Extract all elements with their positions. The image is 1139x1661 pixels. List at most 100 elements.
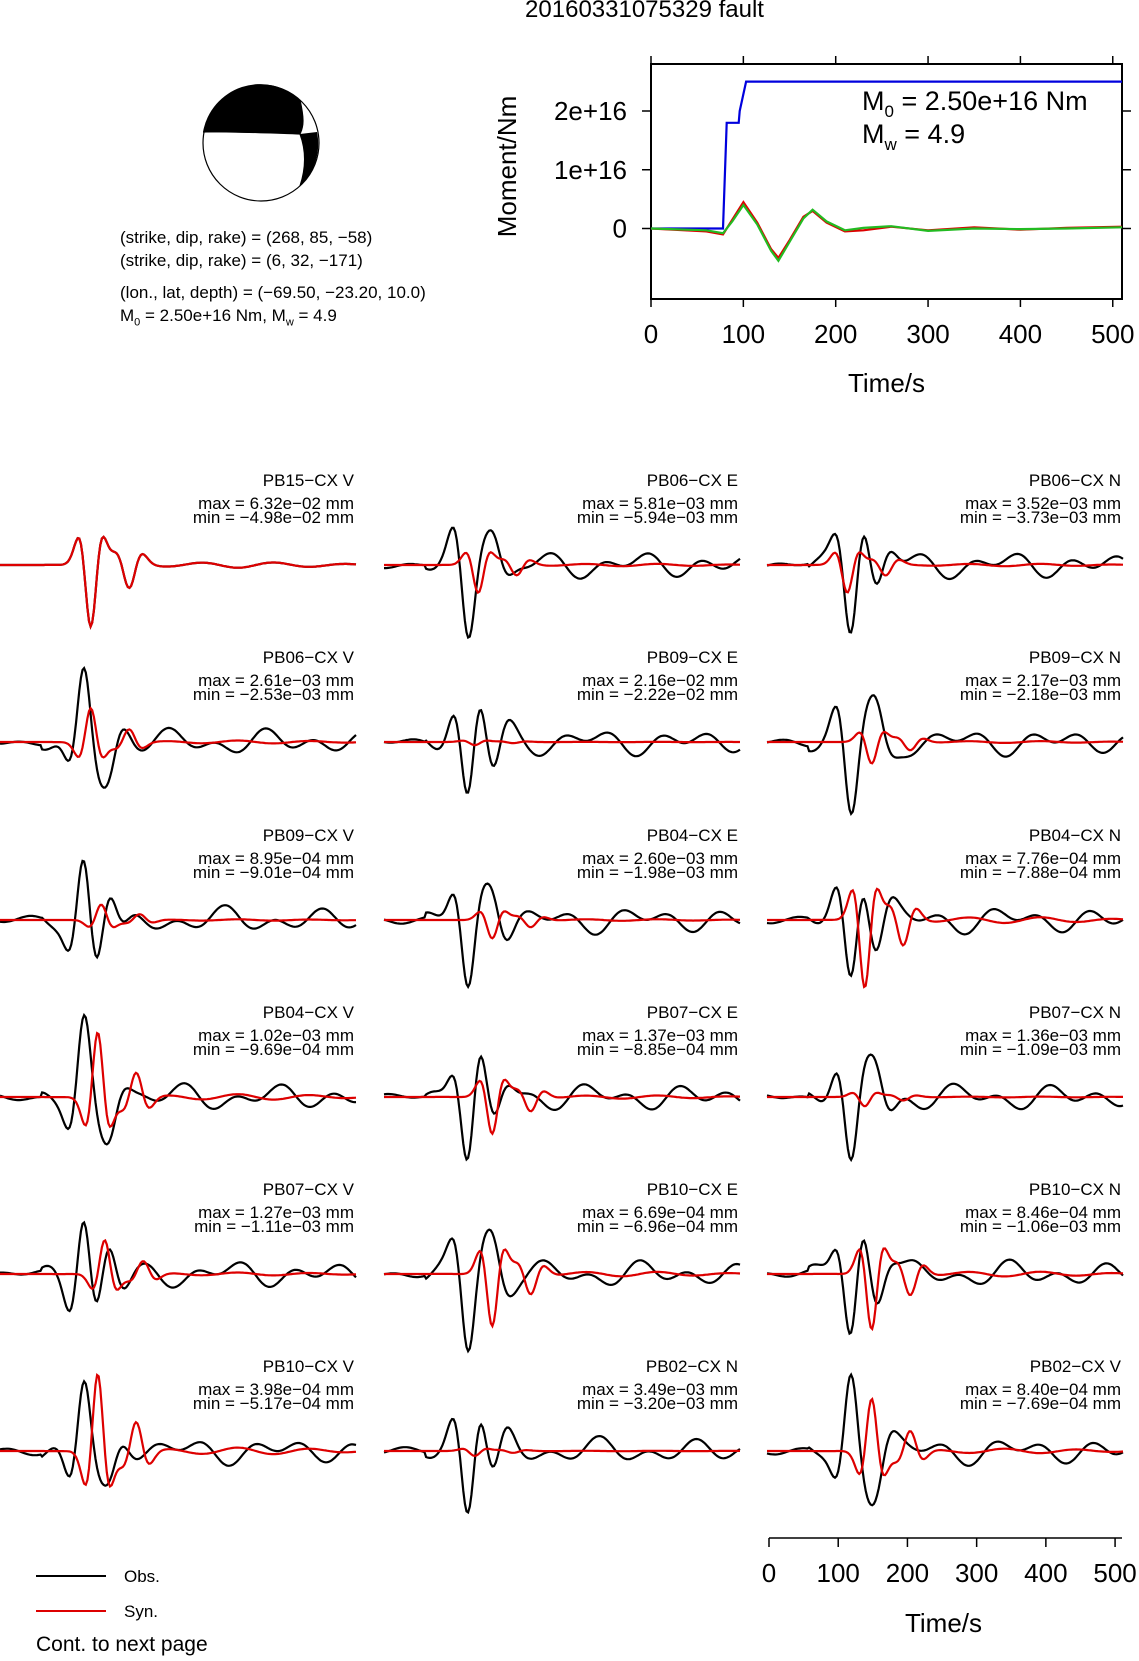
synthetic-trace xyxy=(0,1238,357,1291)
trace-max: max = 3.52e−03 mm xyxy=(965,494,1121,513)
synthetic-trace xyxy=(384,551,740,595)
moment-annotation-m0: M0 = 2.50e+16 Nm xyxy=(862,86,1088,121)
moment-ytick-label: 0 xyxy=(613,214,627,244)
beachball-focal-mechanism xyxy=(202,84,320,202)
moment-rate-plot: 0 100 200 300 400 500 0 1e+16 2e+16 Time/s Moment/… xyxy=(492,56,1134,398)
moment-series-0 xyxy=(651,80,1122,230)
observed-trace xyxy=(384,526,741,640)
trace-min: min = −9.01e−04 mm xyxy=(193,863,354,882)
observed-trace xyxy=(383,882,741,990)
trace-min: min = −3.73e−03 mm xyxy=(960,508,1121,527)
observed-trace xyxy=(383,1054,741,1162)
moment-annotation-mw: Mw = 4.9 xyxy=(862,119,965,154)
synthetic-trace xyxy=(0,535,357,630)
station-name: PB02−CX N xyxy=(646,1357,738,1376)
observed-trace xyxy=(383,1417,741,1515)
continuation-note: Cont. to next page xyxy=(36,1633,208,1656)
wave-xtick-label: 500 xyxy=(1093,1558,1136,1588)
nodal-plane-1: (strike, dip, rake) = (268, 85, −58) xyxy=(120,228,373,247)
observed-trace xyxy=(766,532,1124,634)
trace-min: min = −5.17e−04 mm xyxy=(193,1394,354,1413)
synthetic-trace xyxy=(767,730,1124,765)
wave-xtick-label: 0 xyxy=(762,1558,776,1588)
trace-max: max = 7.76e−04 mm xyxy=(965,849,1121,868)
trace-min: min = −9.69e−04 mm xyxy=(193,1040,354,1059)
station-name: PB09−CX E xyxy=(647,648,738,667)
synthetic-trace xyxy=(0,1031,357,1129)
observed-trace xyxy=(766,694,1124,817)
trace-max: max = 3.49e−03 mm xyxy=(582,1380,738,1399)
moment-xtick-label: 0 xyxy=(644,319,658,349)
wave-xtick-label: 200 xyxy=(886,1558,929,1588)
wave-xlabel: Time/s xyxy=(905,1608,982,1638)
trace-min: min = −8.85e−04 mm xyxy=(577,1040,738,1059)
moment-ytick-label: 2e+16 xyxy=(554,96,627,126)
moment-xlabel: Time/s xyxy=(848,368,925,398)
trace-max: max = 8.46e−04 mm xyxy=(965,1203,1121,1222)
trace-max: max = 5.81e−03 mm xyxy=(582,494,738,513)
station-name: PB06−CX N xyxy=(1029,471,1121,490)
synthetic-trace xyxy=(767,551,1123,594)
station-name: PB07−CX N xyxy=(1029,1003,1121,1022)
wave-xtick-label: 100 xyxy=(817,1558,860,1588)
wave-xtick-label: 300 xyxy=(955,1558,998,1588)
station-name: PB15−CX V xyxy=(263,471,355,490)
moment-ytick-label: 1e+16 xyxy=(554,155,627,185)
synthetic-trace xyxy=(0,903,356,929)
trace-max: max = 2.61e−03 mm xyxy=(198,671,354,690)
moment-series-2 xyxy=(650,203,1123,263)
trace-max: max = 3.98e−04 mm xyxy=(198,1380,354,1399)
station-name: PB06−CX V xyxy=(263,648,355,667)
moment-ylabel: Moment/Nm xyxy=(492,96,522,238)
moment-magnitude-line: M0 = 2.50e+16 Nm, Mw = 4.9 xyxy=(120,306,337,329)
observed-trace xyxy=(766,1238,1124,1336)
synthetic-trace xyxy=(767,1397,1124,1477)
legend: Obs. Syn. xyxy=(36,1567,160,1621)
nodal-plane-2: (strike, dip, rake) = (6, 32, −171) xyxy=(120,251,363,270)
trace-min: min = −1.11e−03 mm xyxy=(194,1217,354,1236)
trace-max: max = 2.17e−03 mm xyxy=(965,671,1121,690)
trace-min: min = −4.98e−02 mm xyxy=(193,508,354,527)
moment-plot-frame xyxy=(650,63,1123,300)
waveform-time-axis: 0 100 200 300 400 500 Time/s xyxy=(762,1537,1137,1638)
moment-series-1 xyxy=(650,200,1123,260)
station-name: PB09−CX N xyxy=(1029,648,1121,667)
observed-trace xyxy=(0,859,357,960)
synthetic-trace xyxy=(767,1091,1123,1108)
hypocenter-location: (lon., lat, depth) = (−69.50, −23.20, 10… xyxy=(120,283,426,302)
trace-min: min = −7.88e−04 mm xyxy=(960,863,1121,882)
observed-trace xyxy=(0,535,357,630)
trace-max: max = 2.16e−02 mm xyxy=(582,671,738,690)
observed-trace xyxy=(766,886,1124,978)
trace-max: max = 6.69e−04 mm xyxy=(582,1203,738,1222)
trace-min: min = −1.09e−03 mm xyxy=(960,1040,1121,1059)
synthetic-trace xyxy=(384,739,740,747)
moment-xtick-label: 500 xyxy=(1091,319,1134,349)
observed-trace xyxy=(0,665,357,789)
synthetic-trace xyxy=(767,887,1124,989)
station-name: PB04−CX N xyxy=(1029,826,1121,845)
trace-max: max = 1.02e−03 mm xyxy=(198,1026,354,1045)
trace-min: min = −2.18e−03 mm xyxy=(960,685,1121,704)
station-name: PB04−CX V xyxy=(263,1003,355,1022)
trace-max: max = 6.32e−02 mm xyxy=(198,494,354,513)
synthetic-trace xyxy=(384,1447,740,1458)
trace-max: max = 1.37e−03 mm xyxy=(582,1026,738,1045)
synthetic-trace xyxy=(384,910,740,940)
trace-min: min = −2.53e−03 mm xyxy=(193,685,354,704)
station-name: PB07−CX E xyxy=(647,1003,738,1022)
observed-trace xyxy=(766,1053,1124,1163)
synthetic-trace xyxy=(0,706,357,759)
